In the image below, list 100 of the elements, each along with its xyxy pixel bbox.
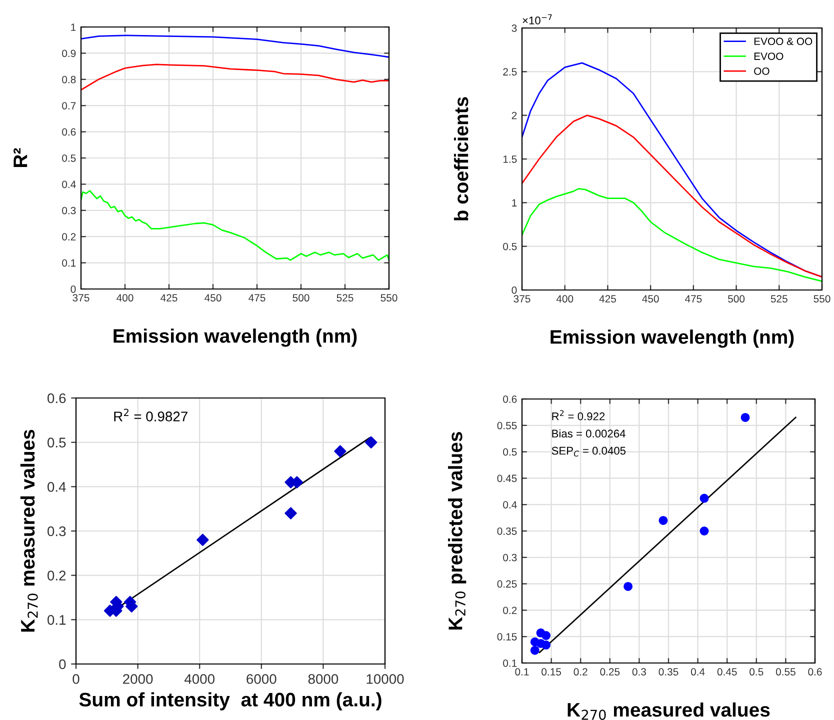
x-tick-label: 375 xyxy=(72,294,90,302)
point xyxy=(740,412,750,422)
annotation: SEP$_{C}$ = 0.0405 xyxy=(552,446,626,456)
x-tick-label: 8000 xyxy=(308,674,338,684)
y-tick-label: 0.8 xyxy=(62,76,76,84)
y-tick-label: 0.3 xyxy=(503,554,517,562)
y-tick-label: 0.5 xyxy=(48,438,66,448)
x-tick-label: 0.55 xyxy=(776,668,796,676)
x-tick-label: 0.15 xyxy=(542,668,561,676)
x-tick-label: 500 xyxy=(728,295,745,303)
x-tick-label: 375 xyxy=(514,295,530,303)
point xyxy=(365,436,378,448)
y-tick-label: 0.5 xyxy=(62,154,76,162)
x-tick-label: 475 xyxy=(248,294,266,302)
legend-label: OO xyxy=(754,67,770,75)
y-axis-title: K$_{270}$ predicted values xyxy=(448,432,466,630)
line-series xyxy=(81,190,389,261)
x-tick-label: 400 xyxy=(556,295,574,303)
y-tick-label: 0.4 xyxy=(503,501,517,508)
x-tick-label: 10000 xyxy=(366,674,404,684)
x-tick-label: 0.5 xyxy=(750,668,764,676)
y-tick-label: 0.6 xyxy=(503,396,517,403)
x-tick-label: 0.3 xyxy=(632,668,646,676)
x-tick-label: 0.6 xyxy=(808,668,822,676)
point xyxy=(284,507,297,520)
point xyxy=(196,534,209,546)
x-tick-label: 4000 xyxy=(184,674,215,684)
point xyxy=(542,640,551,650)
y-tick-label: 0.2 xyxy=(62,233,76,240)
y-tick-label: 0.2 xyxy=(48,570,66,581)
y-tick-label: 0.7 xyxy=(62,102,76,110)
y-tick-label: 0.45 xyxy=(497,474,517,482)
line-series xyxy=(522,114,822,278)
y-tick-label: 1 xyxy=(512,199,517,206)
text: ×10$^{−7}$ xyxy=(522,14,552,24)
y-tick-label: 2.5 xyxy=(503,68,517,76)
y-tick-label: 0.1 xyxy=(62,259,76,267)
point xyxy=(700,494,709,503)
x-tick-label: 475 xyxy=(684,295,702,303)
y-tick-label: 0.4 xyxy=(48,482,66,492)
y-tick-label: 3 xyxy=(512,24,517,32)
x-tick-label: 525 xyxy=(770,295,788,303)
y-tick-label: 0.6 xyxy=(48,393,66,404)
y-tick-label: 0.2 xyxy=(503,606,517,614)
y-tick-label: 0 xyxy=(512,286,517,294)
y-tick-label: 0.1 xyxy=(503,660,517,667)
point xyxy=(530,646,540,655)
x-tick-label: 500 xyxy=(292,294,310,302)
y-tick-label: 0.5 xyxy=(503,242,517,250)
y-axis-title: b coefficients xyxy=(454,97,468,220)
annotation: R$^{2}$ = 0.9827 xyxy=(114,408,188,422)
x-tick-label: 2000 xyxy=(123,674,153,684)
line-series xyxy=(81,64,389,91)
legend-label: EVOO & OO xyxy=(754,38,812,46)
annotation: R$^{2}$ = 0.922 xyxy=(552,410,605,420)
x-tick-label: 0.2 xyxy=(574,668,588,676)
x-tick-label: 550 xyxy=(814,295,830,303)
y-tick-label: 0.3 xyxy=(62,206,76,214)
y-tick-label: 0.3 xyxy=(48,526,66,536)
y-tick-label: 0.6 xyxy=(62,128,76,136)
y-tick-label: 0.35 xyxy=(497,528,517,535)
y-tick-label: 0.55 xyxy=(497,422,517,430)
y-tick-label: 0 xyxy=(70,286,76,293)
line-series xyxy=(81,34,389,58)
y-axis-title: K$_{270}$ measured values xyxy=(20,430,38,632)
x-axis-title: Emission wavelength (nm) xyxy=(550,330,794,348)
x-axis-title: K$_{270}$ measured values xyxy=(568,702,770,720)
x-axis-title: Emission wavelength (nm) xyxy=(114,328,357,347)
y-tick-label: 0.4 xyxy=(62,180,76,188)
annotation: Bias = 0.00264 xyxy=(552,429,626,438)
x-tick-label: 450 xyxy=(642,295,659,303)
x-tick-label: 450 xyxy=(204,294,222,302)
x-tick-label: 6000 xyxy=(246,674,276,684)
y-tick-label: 2 xyxy=(512,112,517,120)
x-tick-label: 0.35 xyxy=(658,668,678,676)
point xyxy=(624,582,633,591)
y-tick-label: 1 xyxy=(71,24,76,31)
y-tick-label: 0 xyxy=(59,659,66,670)
y-tick-label: 0.25 xyxy=(497,580,517,588)
legend-label: EVOO xyxy=(754,52,784,60)
y-tick-label: 0.5 xyxy=(503,448,517,456)
y-tick-label: 1.5 xyxy=(503,156,517,163)
point xyxy=(700,526,709,536)
x-tick-label: 0.4 xyxy=(690,668,705,676)
y-axis-title: R² xyxy=(14,148,28,167)
x-tick-label: 0.25 xyxy=(600,668,620,676)
y-tick-label: 0.15 xyxy=(497,633,517,640)
point xyxy=(334,445,346,458)
point xyxy=(658,516,668,525)
y-tick-label: 0.1 xyxy=(48,615,66,625)
x-tick-label: 425 xyxy=(599,295,616,303)
x-axis-title: Sum of intensity at 400 nm (a.u.) xyxy=(79,692,382,710)
x-tick-label: 400 xyxy=(116,294,134,302)
y-tick-label: 0.9 xyxy=(62,50,76,58)
x-tick-label: 0.45 xyxy=(717,668,737,676)
line-series xyxy=(522,188,822,282)
x-tick-label: 525 xyxy=(336,294,354,302)
x-tick-label: 550 xyxy=(380,294,398,302)
x-tick-label: 425 xyxy=(160,294,178,302)
point xyxy=(542,631,551,640)
